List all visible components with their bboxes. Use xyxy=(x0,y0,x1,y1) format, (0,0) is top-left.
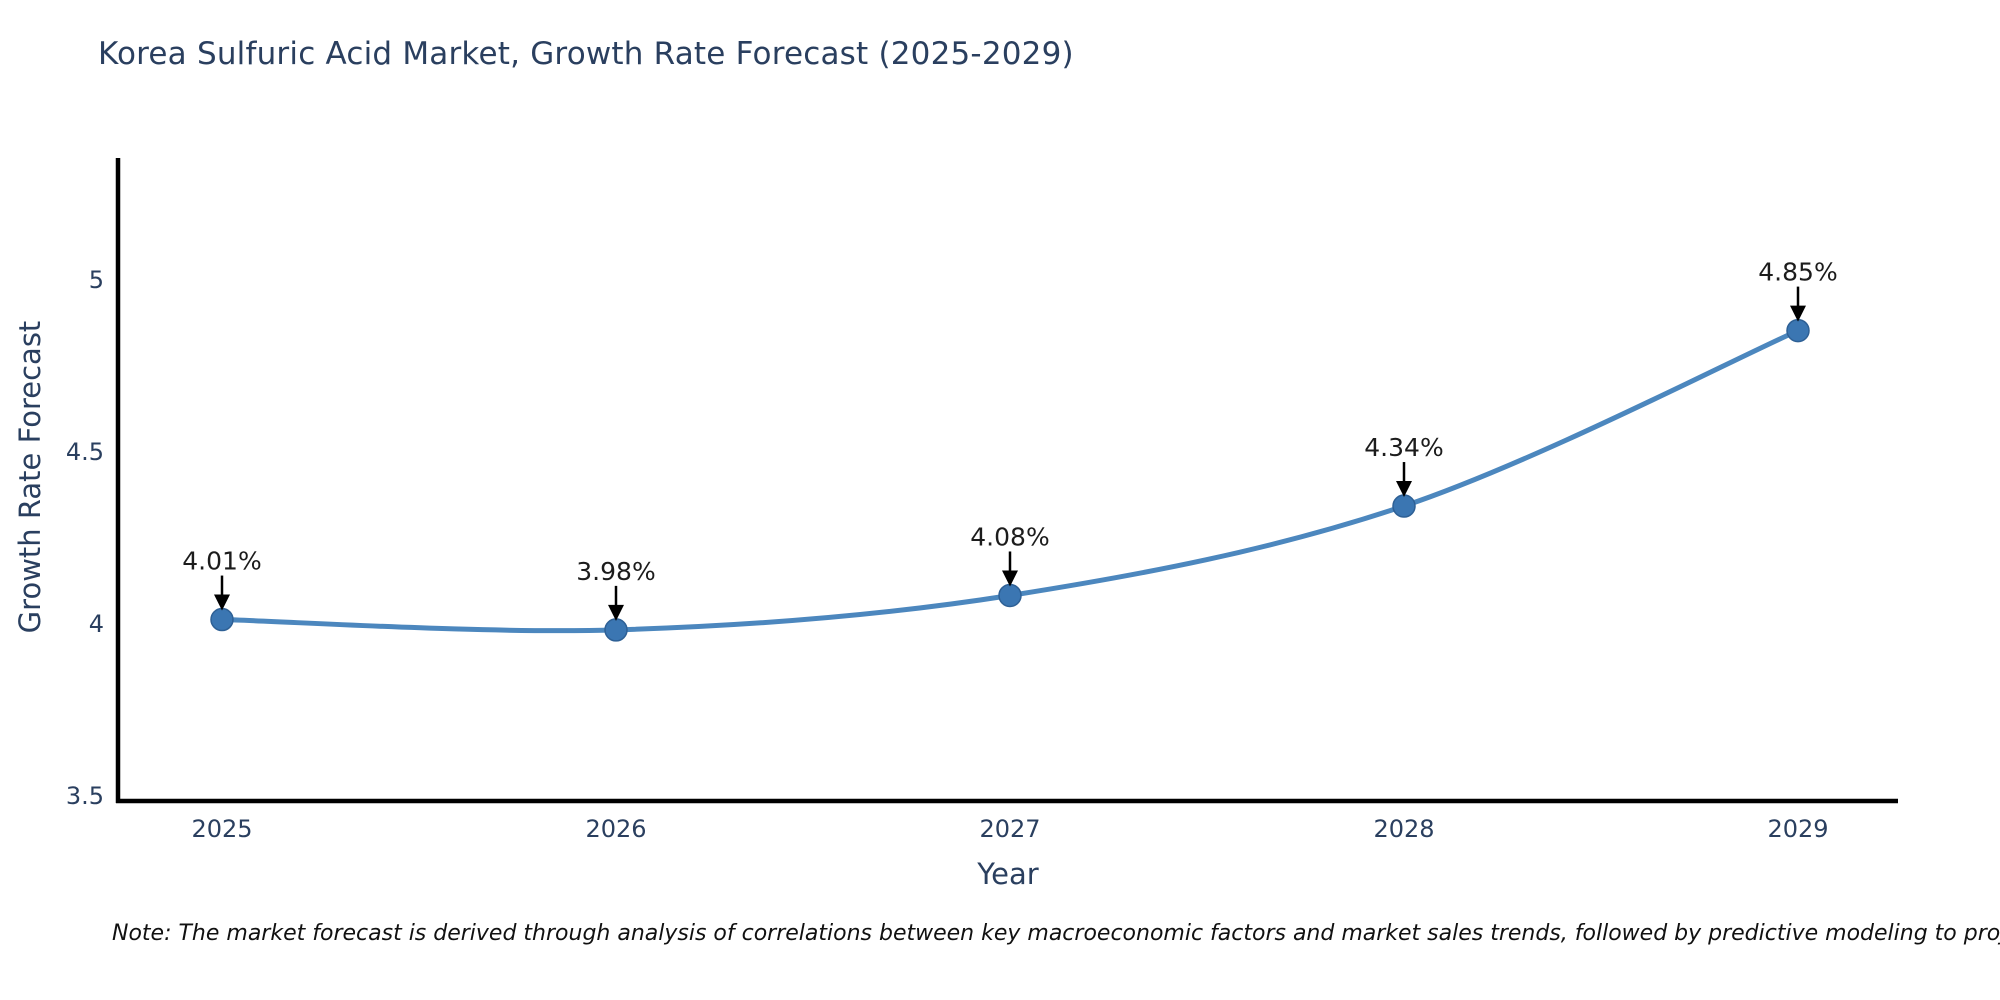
x-tick-label: 2029 xyxy=(1767,815,1828,843)
y-tick-label: 4.5 xyxy=(66,438,104,466)
annotation-label: 4.01% xyxy=(182,547,261,576)
y-tick-label: 4 xyxy=(89,610,104,638)
y-tick-label: 5 xyxy=(89,266,104,294)
annotation-label: 4.85% xyxy=(1758,258,1837,287)
annotation-arrowhead-icon xyxy=(1002,570,1018,587)
point-annotations: 4.01% 3.98% 4.08% 4.34% 4.85% xyxy=(182,258,1838,621)
x-tick-label: 2026 xyxy=(585,815,646,843)
y-axis-title: Growth Rate Forecast xyxy=(13,321,47,634)
annotation-arrowhead-icon xyxy=(1790,305,1806,322)
data-point-marker[interactable] xyxy=(1392,494,1416,518)
data-point-marker[interactable] xyxy=(998,583,1022,608)
annotation-label: 4.08% xyxy=(970,522,1049,551)
data-point-marker[interactable] xyxy=(604,618,628,642)
annotation-label: 3.98% xyxy=(576,557,655,586)
y-tick-label: 3.5 xyxy=(66,782,104,810)
data-point-marker[interactable] xyxy=(210,607,234,632)
annotation-arrowhead-icon xyxy=(608,604,624,621)
annotation-label: 4.34% xyxy=(1364,433,1443,462)
data-point-marker[interactable] xyxy=(1786,318,1810,343)
x-axis-title: Year xyxy=(976,857,1038,891)
footnote-text: Note: The market forecast is derived thr… xyxy=(112,921,2000,946)
annotation-arrowhead-icon xyxy=(1396,481,1412,498)
annotation-arrowhead-icon xyxy=(214,594,230,611)
axes: 3.5 4 4.5 5 2025 2026 2027 2028 2029 Year Growth R… xyxy=(13,158,1898,891)
x-tick-label: 2028 xyxy=(1373,815,1434,843)
line-series xyxy=(210,318,1810,642)
x-tick-label: 2027 xyxy=(979,815,1040,843)
chart-title: Korea Sulfuric Acid Market, Growth Rate … xyxy=(98,36,1074,72)
x-tick-label: 2025 xyxy=(191,815,252,843)
